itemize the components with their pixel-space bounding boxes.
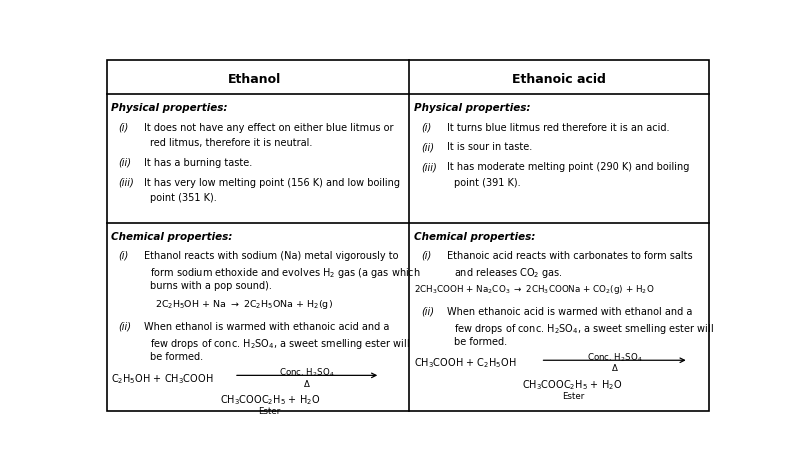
Text: (ii): (ii) bbox=[118, 158, 131, 168]
Text: burns with a pop sound).: burns with a pop sound). bbox=[150, 281, 272, 291]
Text: It has moderate melting point (290 K) and boiling: It has moderate melting point (290 K) an… bbox=[447, 162, 690, 172]
Text: few drops of conc. H$_2$SO$_4$, a sweet smelling ester will: few drops of conc. H$_2$SO$_4$, a sweet … bbox=[454, 322, 713, 336]
Text: (ii): (ii) bbox=[422, 142, 435, 152]
Text: (i): (i) bbox=[118, 251, 128, 261]
Text: (iii): (iii) bbox=[422, 162, 437, 172]
Text: Ethanoic acid reacts with carbonates to form salts: Ethanoic acid reacts with carbonates to … bbox=[447, 251, 693, 261]
Text: Conc. H$_2$SO$_4$: Conc. H$_2$SO$_4$ bbox=[279, 367, 335, 379]
Text: When ethanol is warmed with ethanoic acid and a: When ethanol is warmed with ethanoic aci… bbox=[144, 322, 389, 332]
Text: 2C$_2$H$_5$OH + Na $\rightarrow$ 2C$_2$H$_5$ONa + H$_2$(g): 2C$_2$H$_5$OH + Na $\rightarrow$ 2C$_2$H… bbox=[155, 298, 333, 311]
Text: (i): (i) bbox=[422, 122, 431, 133]
Text: be formed.: be formed. bbox=[150, 352, 203, 362]
Text: It has a burning taste.: It has a burning taste. bbox=[144, 158, 252, 168]
Text: (i): (i) bbox=[422, 251, 431, 261]
Text: Ethanoic acid: Ethanoic acid bbox=[512, 73, 606, 86]
Text: Chemical properties:: Chemical properties: bbox=[414, 232, 536, 242]
Text: Conc. H$_2$SO$_4$: Conc. H$_2$SO$_4$ bbox=[587, 352, 642, 364]
Text: Ethanol: Ethanol bbox=[228, 73, 282, 86]
Text: When ethanoic acid is warmed with ethanol and a: When ethanoic acid is warmed with ethano… bbox=[447, 307, 693, 317]
Text: $\Delta$: $\Delta$ bbox=[303, 377, 311, 389]
Text: few drops of conc. H$_2$SO$_4$, a sweet smelling ester will: few drops of conc. H$_2$SO$_4$, a sweet … bbox=[150, 337, 410, 351]
Text: Physical properties:: Physical properties: bbox=[111, 103, 227, 113]
Text: CH$_3$COOH + C$_2$H$_5$OH: CH$_3$COOH + C$_2$H$_5$OH bbox=[414, 357, 517, 370]
Text: It has very low melting point (156 K) and low boiling: It has very low melting point (156 K) an… bbox=[144, 177, 400, 188]
Text: It is sour in taste.: It is sour in taste. bbox=[447, 142, 533, 152]
Text: point (391 K).: point (391 K). bbox=[454, 177, 521, 188]
Text: (ii): (ii) bbox=[422, 307, 435, 317]
Text: (iii): (iii) bbox=[118, 177, 134, 188]
Text: Ethanol reacts with sodium (Na) metal vigorously to: Ethanol reacts with sodium (Na) metal vi… bbox=[144, 251, 399, 261]
Text: Ester: Ester bbox=[258, 407, 280, 416]
Text: CH$_3$COOC$_2$H$_5$ + H$_2$O: CH$_3$COOC$_2$H$_5$ + H$_2$O bbox=[220, 393, 320, 407]
Text: be formed.: be formed. bbox=[454, 337, 507, 347]
Text: Physical properties:: Physical properties: bbox=[414, 103, 531, 113]
Text: C$_2$H$_5$OH + CH$_3$COOH: C$_2$H$_5$OH + CH$_3$COOH bbox=[111, 372, 213, 386]
Text: (i): (i) bbox=[118, 122, 128, 133]
Text: It does not have any effect on either blue litmus or: It does not have any effect on either bl… bbox=[144, 122, 393, 133]
Text: CH$_3$COOC$_2$H$_5$ + H$_2$O: CH$_3$COOC$_2$H$_5$ + H$_2$O bbox=[522, 378, 622, 392]
Text: red litmus, therefore it is neutral.: red litmus, therefore it is neutral. bbox=[150, 138, 313, 148]
Text: and releases CO$_2$ gas.: and releases CO$_2$ gas. bbox=[454, 266, 563, 280]
Text: $\Delta$: $\Delta$ bbox=[611, 362, 618, 374]
Text: Chemical properties:: Chemical properties: bbox=[111, 232, 232, 242]
Text: (ii): (ii) bbox=[118, 322, 131, 332]
Text: It turns blue litmus red therefore it is an acid.: It turns blue litmus red therefore it is… bbox=[447, 122, 670, 133]
Text: form sodium ethoxide and evolves H$_2$ gas (a gas which: form sodium ethoxide and evolves H$_2$ g… bbox=[150, 266, 421, 280]
Text: point (351 K).: point (351 K). bbox=[150, 193, 217, 203]
Text: 2CH$_3$COOH + Na$_2$CO$_3$ $\rightarrow$ 2CH$_3$COONa + CO$_2$(g) + H$_2$O: 2CH$_3$COOH + Na$_2$CO$_3$ $\rightarrow$… bbox=[414, 283, 654, 296]
Text: Ester: Ester bbox=[562, 392, 584, 401]
